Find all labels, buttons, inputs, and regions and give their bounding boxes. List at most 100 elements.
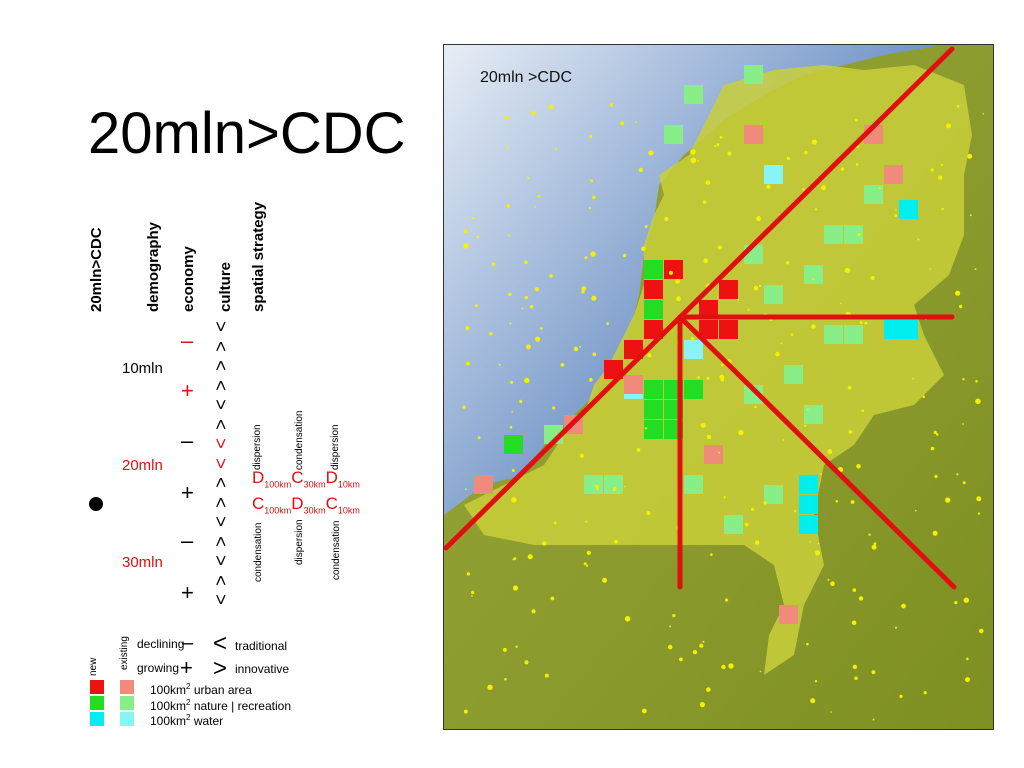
traditional-chevron-icon: <	[213, 630, 228, 657]
urban-dot	[933, 430, 937, 434]
urban-dot	[723, 496, 726, 499]
urban-dot	[962, 378, 965, 381]
legend-plus-sign: +	[180, 655, 193, 680]
urban-dot	[852, 664, 858, 670]
urban-dot	[941, 207, 944, 211]
urban-dot	[804, 424, 807, 427]
map-grid-cell	[644, 320, 663, 339]
urban-dot	[810, 698, 816, 704]
urban-dot	[922, 395, 925, 399]
urban-dot	[782, 439, 785, 441]
innovative-chevron-icon: >	[213, 655, 228, 682]
urban-dot	[508, 292, 512, 296]
urban-dot	[583, 562, 587, 566]
urban-dot	[872, 718, 875, 721]
map-grid-cell	[764, 485, 783, 504]
legend-nature-text: nature | recreation	[190, 699, 291, 713]
map-grid-cell	[804, 405, 823, 424]
strategy-letter: D	[252, 468, 265, 487]
strategy-bottom-label-1: condensation	[253, 522, 264, 583]
legend-existing-label: existing	[119, 636, 130, 670]
strategy-line-diagonal-ne	[444, 46, 955, 551]
urban-dot	[554, 147, 558, 150]
urban-dot	[751, 507, 755, 511]
legend-nature-recreation: 100km2 nature | recreation	[150, 698, 291, 713]
urban-dot	[509, 322, 512, 325]
legend-water: 100km2 water	[150, 713, 223, 728]
urban-dot	[595, 484, 599, 489]
legend-water-text: water	[190, 714, 224, 728]
urban-dot	[895, 208, 897, 211]
urban-dot	[830, 711, 832, 713]
urban-dot	[851, 620, 857, 626]
urban-dot	[894, 626, 898, 629]
urban-dot	[644, 427, 648, 430]
urban-dot	[466, 572, 471, 576]
urban-dot	[513, 557, 517, 560]
urban-dot	[690, 149, 696, 155]
urban-dot	[579, 345, 581, 348]
level-30mln: 30mln	[122, 554, 163, 571]
map-grid-cell	[604, 475, 623, 494]
map-grid-cell	[704, 445, 723, 464]
urban-dot	[976, 496, 982, 502]
urban-dot	[755, 540, 760, 545]
urban-dot	[923, 691, 927, 695]
map-grid-cell	[899, 200, 918, 219]
urban-dot	[590, 179, 594, 183]
urban-dot	[476, 235, 480, 239]
urban-dot	[744, 522, 749, 527]
strategy-distance: 10km	[337, 505, 360, 516]
urban-dot	[624, 485, 626, 488]
urban-dot	[463, 243, 469, 249]
map-grid-cell	[724, 515, 743, 534]
urban-dot	[967, 153, 973, 159]
culture-chevron-icon: <	[210, 321, 231, 332]
urban-dot	[847, 386, 852, 390]
urban-dot	[602, 577, 608, 583]
urban-dot	[814, 208, 818, 211]
strategy-bottom-label-2: dispersion	[294, 519, 305, 565]
urban-dot	[737, 299, 740, 301]
urban-dot	[965, 677, 970, 683]
urban-dot	[945, 497, 951, 503]
urban-dot	[725, 598, 729, 602]
urban-dot	[699, 643, 704, 648]
urban-dot	[648, 150, 654, 156]
map-grid-cell	[644, 380, 663, 399]
strategy-distance: 30km	[303, 479, 326, 490]
grid-cells	[474, 65, 918, 624]
urban-dot	[812, 278, 815, 281]
legend-urban-area: 100km2 urban area	[150, 682, 252, 697]
legend-nature-existing-swatch	[120, 696, 134, 710]
map-grid-cell	[584, 475, 603, 494]
urban-dot	[464, 488, 467, 491]
urban-dot	[540, 327, 543, 330]
culture-chevron-icon: <	[210, 438, 231, 449]
map-grid-cell	[644, 300, 663, 319]
urban-dot	[620, 121, 625, 126]
urban-dot	[821, 185, 826, 191]
urban-dot	[806, 408, 809, 411]
urban-dot	[759, 284, 762, 288]
urban-dot	[549, 274, 553, 278]
urban-dot	[763, 501, 767, 505]
urban-dot	[790, 333, 794, 337]
map-grid-cell	[884, 165, 903, 184]
urban-dot	[465, 326, 470, 331]
urban-dot	[506, 204, 510, 208]
urban-dot	[592, 352, 597, 357]
urban-dot	[531, 609, 536, 614]
urban-dot	[669, 270, 673, 275]
urban-dot	[814, 550, 821, 556]
urban-dot	[899, 694, 903, 699]
urban-dot	[962, 423, 964, 425]
legend-new-label: new	[88, 657, 99, 676]
urban-dot	[487, 684, 493, 690]
urban-dot	[929, 268, 931, 270]
urban-dot	[489, 332, 493, 336]
urban-dot	[584, 256, 588, 260]
culture-chevron-icon: <	[210, 516, 231, 527]
urban-dot	[589, 207, 592, 210]
urban-dot	[537, 194, 541, 198]
